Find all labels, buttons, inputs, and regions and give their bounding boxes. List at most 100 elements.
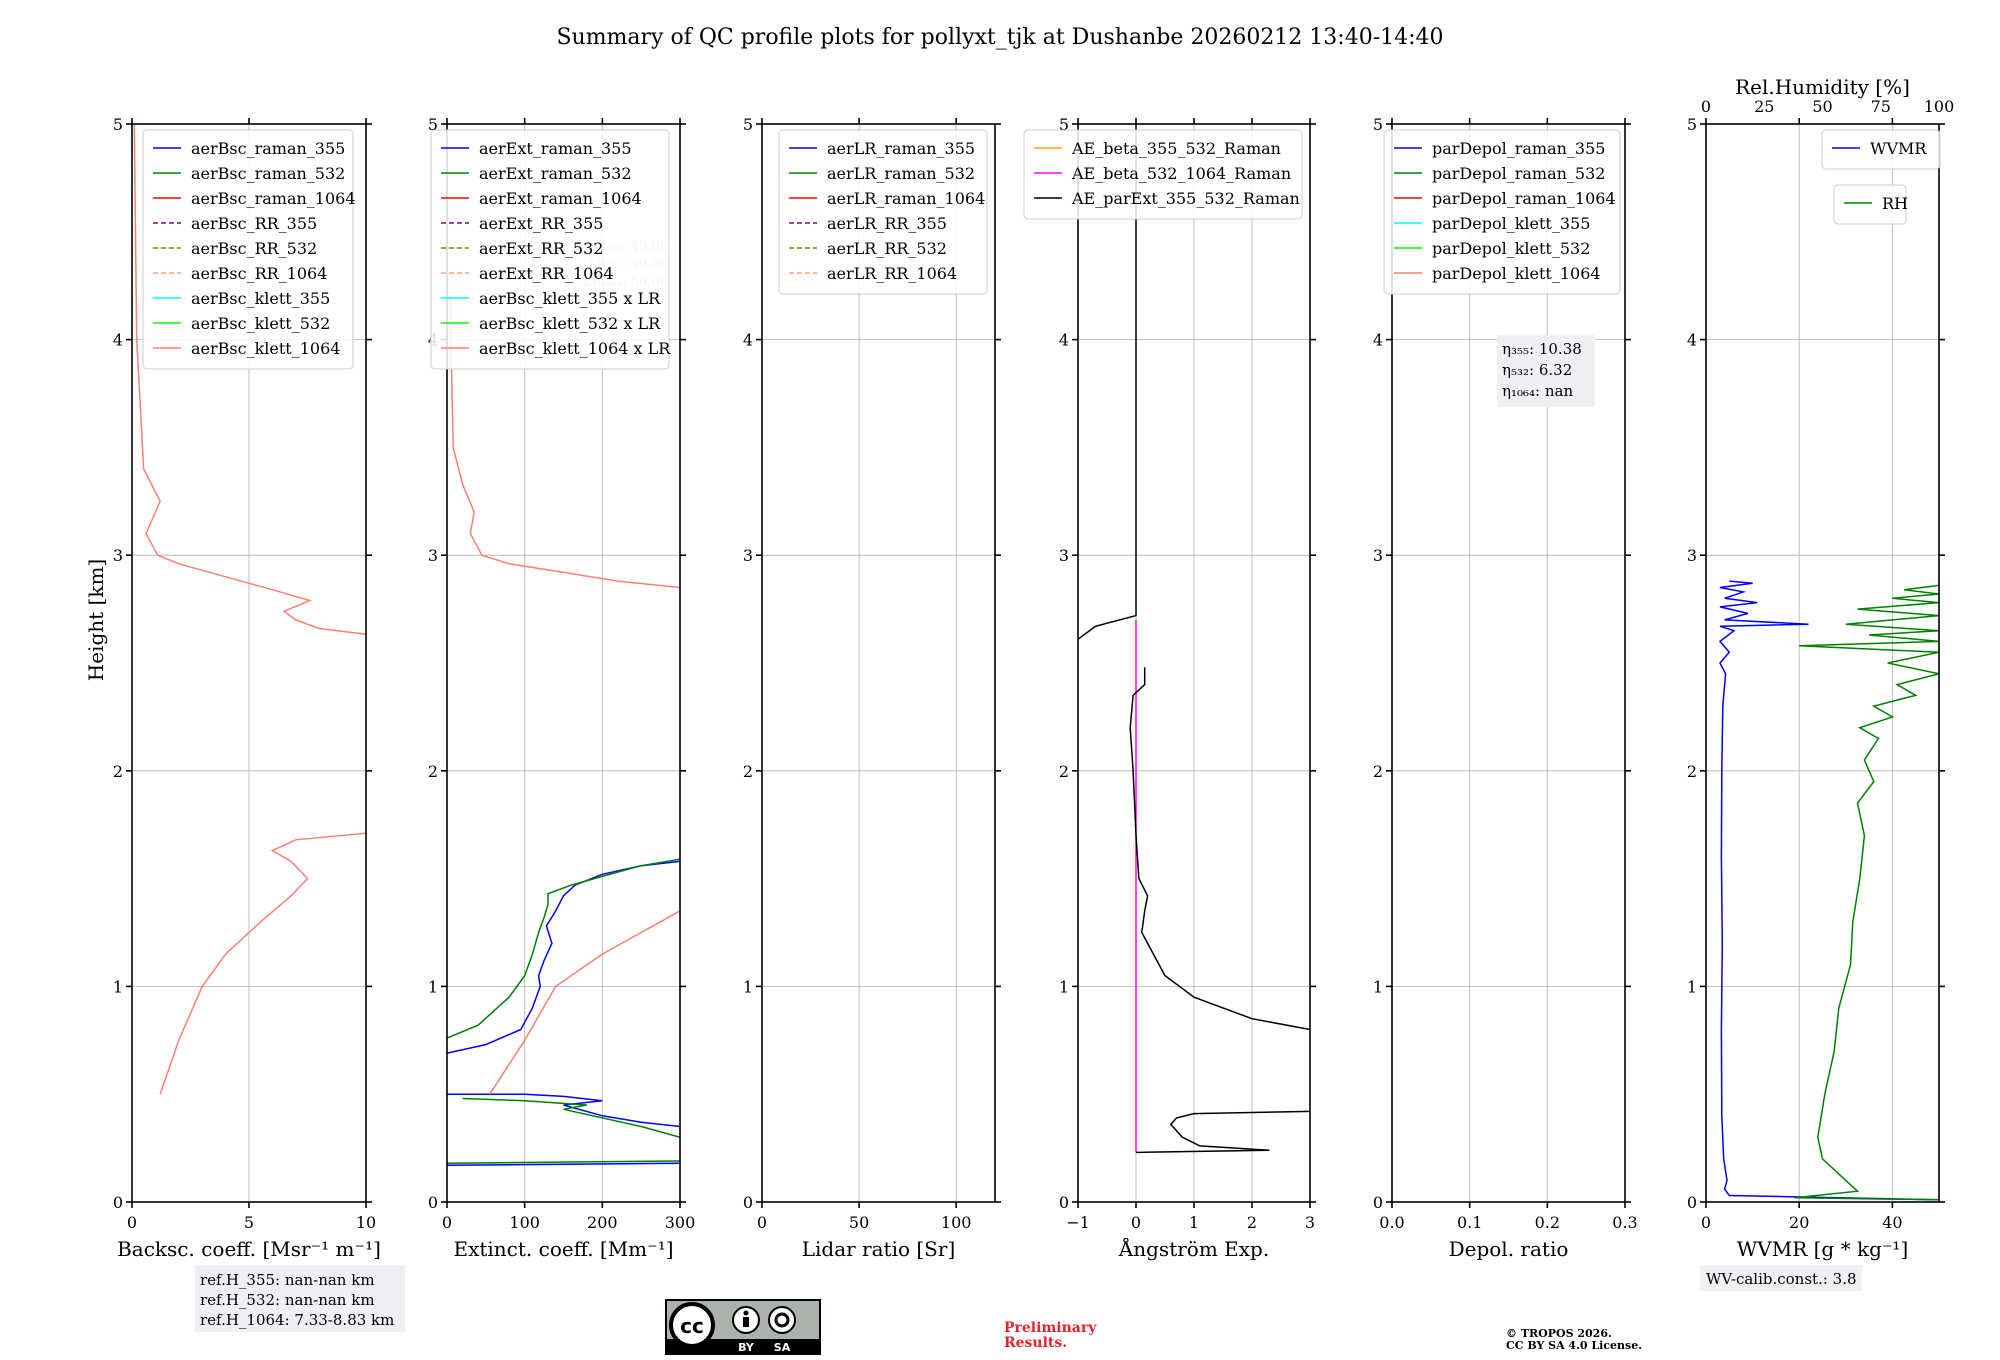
eta-label: η₅₃₂: 6.32 [1502,361,1572,379]
legend-entry: aerLR_RR_532 [827,239,947,258]
legend-entry: aerBsc_RR_1064 [191,264,327,283]
series-line-aerExt_raman_532 [462,1097,680,1139]
copyright-line-1: © TROPOS 2026. [1506,1327,1612,1340]
x-tick-label: 0 [1701,1213,1711,1232]
copyright-line-2: CC BY SA 4.0 License. [1506,1339,1642,1352]
wv-calib-annotation: WV-calib.const.: 3.8 [1700,1265,1862,1291]
legend: aerExt_raman_355 aerExt_raman_532 aerExt_r… [430,129,671,370]
legend-entry: aerBsc_raman_355 [191,139,345,158]
y-tick-label: 3 [1059,546,1069,565]
cc-icon [669,1302,715,1348]
y-tick-label: 1 [428,977,438,996]
eta-box: η₃₅₅: 10.38 η₅₃₂: 6.32 η₁₀₆₄: nan [1497,335,1595,407]
x-tick-label: 3 [1305,1213,1315,1232]
legend: AE_beta_355_532_Raman AE_beta_532_1064_Ra… [1023,129,1303,220]
series-line-aerBsc_klett_1064 [133,124,366,635]
legend-entry: parDepol_raman_1064 [1432,189,1616,208]
legend-box [1833,184,1907,225]
legend-entry: aerBsc_klett_355 [191,289,330,308]
x-tick-label: 100 [509,1213,540,1232]
refh-line-1064: ref.H_1064: 7.33-8.83 km [200,1311,394,1329]
legend-entry: AE_parExt_355_532_Raman [1071,189,1300,208]
legend-entry: aerBsc_klett_1064 x LR [479,339,671,358]
y-tick-label: 5 [113,115,123,134]
legend-entry: aerLR_RR_355 [827,214,947,233]
y-tick-label: 2 [428,762,438,781]
x-tick-label: 300 [665,1213,696,1232]
cc-icon-text: cc [680,1314,704,1338]
legend-entry: aerBsc_klett_1064 [191,339,340,358]
x-tick-label: 50 [849,1213,869,1232]
top-x-tick-label: 25 [1754,97,1774,116]
x-tick-label: 0 [127,1213,137,1232]
y-tick-label: 4 [743,331,753,350]
legend-entry: parDepol_klett_1064 [1432,264,1601,283]
y-tick-label: 0 [1687,1193,1697,1212]
sa-share-icon [768,1306,796,1334]
series-line-AE_parExt_355_532_Raman [1135,1110,1310,1154]
legend-entry: aerLR_RR_1064 [827,264,957,283]
preliminary-line-1: Preliminary [1004,1320,1097,1336]
legend-entry: aerBsc_klett_532 x LR [479,314,661,333]
legend-entry: parDepol_raman_355 [1432,139,1605,158]
y-tick-label: 5 [1059,115,1069,134]
x-tick-label: 20 [1789,1213,1809,1232]
y-tick-label: 3 [428,546,438,565]
y-tick-label: 1 [1373,977,1383,996]
axes-frame [1705,123,1940,1203]
depol-panel: 0.0 0.1 0.2 0.3 0 1 2 3 4 5 Depol. ratio parDepol_r… [1373,115,1638,1261]
legend-entry: aerBsc_raman_1064 [191,189,356,208]
series-line-WVMR [1718,580,1939,1201]
series-line-RH [1794,584,1939,1201]
legend-entry: RH [1882,194,1908,213]
legend-box [142,129,354,370]
top-x-tick-label: 75 [1871,97,1891,116]
x-axis-label: Backsc. coeff. [Msr⁻¹ m⁻¹] [117,1237,381,1261]
copyright-note: © TROPOS 2026. CC BY SA 4.0 License. [1506,1327,1642,1352]
legend-entry: aerLR_raman_532 [827,164,975,183]
legend-entry: AE_beta_532_1064_Raman [1071,164,1291,183]
figure-title: Summary of QC profile plots for pollyxt_… [556,25,1443,50]
x-tick-label: 0.1 [1457,1213,1482,1232]
series-line-aerExt_raman_532 [447,1160,680,1164]
y-tick-label: 3 [113,546,123,565]
wv-calib-text: WV-calib.const.: 3.8 [1706,1270,1857,1288]
wv-series [1718,580,1939,1201]
ext-panel: 0100200300012345Extinct. coeff. [Mm⁻¹]LR… [428,115,695,1261]
x-axis-label: Extinct. coeff. [Mm⁻¹] [453,1237,673,1261]
y-tick-label: 1 [1059,977,1069,996]
legend-box [1383,129,1621,295]
series-line-aerExt_raman_355 [447,1093,680,1128]
legend-entry: aerExt_raman_355 [479,139,632,158]
eta-label: η₁₀₆₄: nan [1502,382,1573,400]
legend-entry: aerExt_RR_355 [479,214,603,233]
refh-line-532: ref.H_532: nan-nan km [200,1291,375,1309]
x-tick-label: 0 [442,1213,452,1232]
legend-entry: aerExt_raman_1064 [479,189,642,208]
legend-entry: aerBsc_klett_355 x LR [479,289,661,308]
y-tick-label: 0 [428,1193,438,1212]
bsc-panel: 0 5 10 0 1 2 3 4 5 Backsc. coeff. [Msr⁻¹ m⁻¹] aerB… [113,115,381,1261]
y-tick-label: 0 [1059,1193,1069,1212]
axes-frame [446,123,681,1203]
legend: aerBsc_raman_355 aerBsc_raman_532 aerBsc_r… [142,129,356,370]
lr-panel: 0 50 100 0 1 2 3 4 5 Lidar ratio [Sr] aerLR_raman_… [743,115,1001,1261]
eta-label: η₃₅₅: 10.38 [1502,340,1582,358]
legend-entry: aerExt_RR_1064 [479,264,614,283]
series-line-AE_parExt_355_532_Raman [1129,667,1310,1031]
top-x-axis-label: Rel.Humidity [%] [1735,75,1910,99]
x-axis-label: Ångström Exp. [1118,1236,1269,1261]
legend-box [1821,129,1941,170]
preliminary-note: Preliminary Results. [1004,1320,1097,1351]
x-tick-label: 2 [1247,1213,1257,1232]
cc-by-label: BY [738,1341,755,1354]
y-tick-label: 5 [428,115,438,134]
legend-entry: aerLR_raman_1064 [827,189,985,208]
x-tick-label: 0.3 [1612,1213,1637,1232]
ext-series [447,296,680,1167]
legend: parDepol_raman_355 parDepol_raman_532 parD… [1383,129,1621,295]
legend-entry: aerBsc_raman_532 [191,164,345,183]
